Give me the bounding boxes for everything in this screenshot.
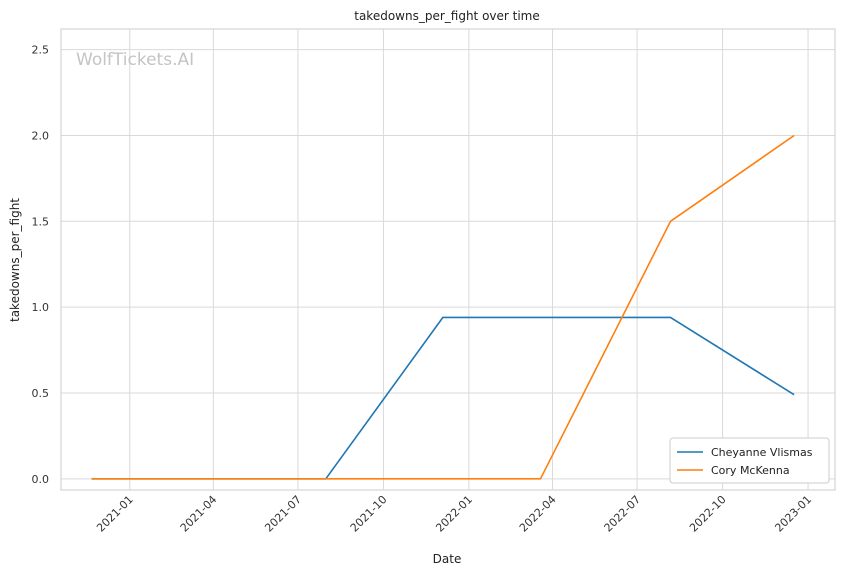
legend-label-cory-mckenna: Cory McKenna [711,464,790,477]
y-tick-label: 0.5 [32,387,50,400]
legend-box [669,437,830,484]
x-tick-label: 2021-01 [94,493,136,535]
x-tick-labels: 2021-01 2021-04 2021-07 2021-10 2022-01 2022-… [94,493,814,535]
y-tick-label: 1.0 [32,301,50,314]
x-tick-label: 2022-04 [517,493,559,535]
x-tick-label: 2022-07 [602,493,644,535]
x-tick-label: 2021-10 [348,493,390,535]
x-tick-label: 2021-04 [178,493,220,535]
legend-label-cheyanne-vlismas: Cheyanne Vlismas [711,446,813,459]
x-tick-label: 2022-01 [433,493,475,535]
watermark: WolfTickets.AI [76,50,194,70]
series-line-cory-mckenna [91,134,795,480]
y-tick-label: 2.0 [32,129,50,142]
y-tick-label: 0.0 [32,473,50,486]
chart-title: takedowns_per_fight over time [354,9,540,23]
x-tick-label: 2022-10 [687,493,729,535]
x-tick-label: 2023-01 [772,493,814,535]
x-axis-title: Date [433,552,462,566]
y-tick-labels: 0.0 0.5 1.0 1.5 2.0 2.5 [32,44,50,486]
legend: Cheyanne Vlismas Cory McKenna [669,437,830,484]
series-lines [91,134,795,480]
y-axis-title: takedowns_per_fight [8,198,22,322]
y-tick-label: 2.5 [32,44,50,57]
plot-area [60,28,836,491]
x-tick-label: 2021-07 [262,493,304,535]
y-tick-label: 1.5 [32,215,50,228]
